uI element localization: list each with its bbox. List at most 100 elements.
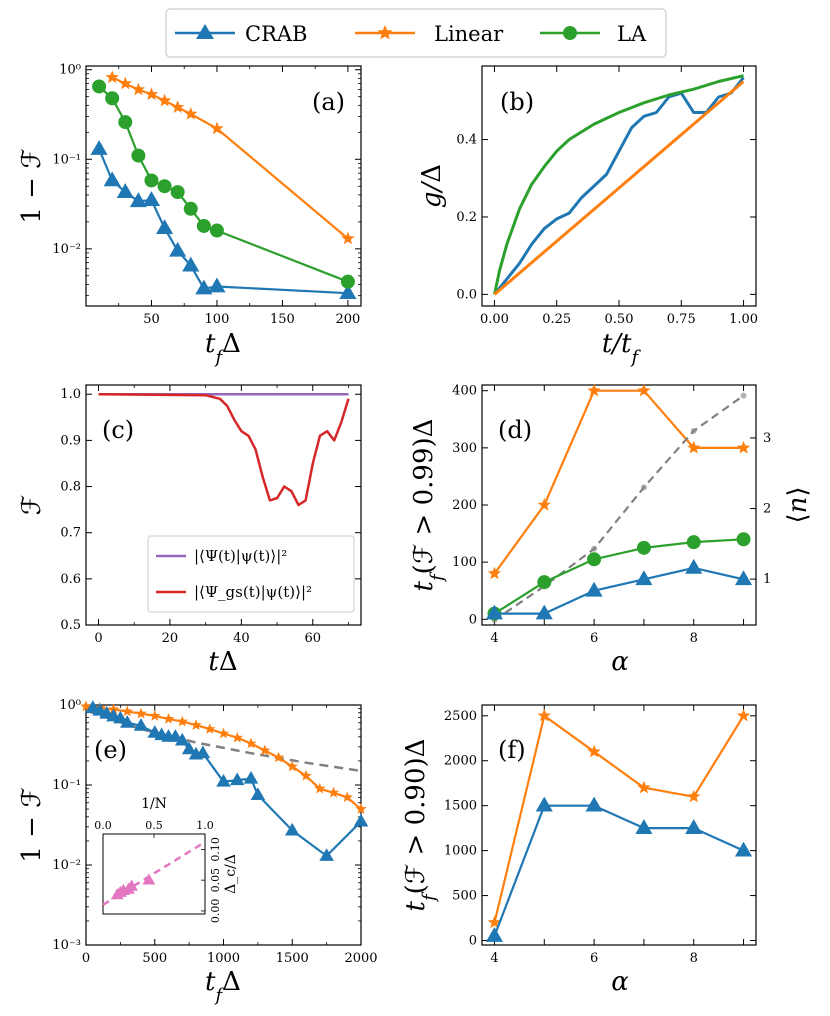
panel-f-xtick-label-4: 8 (690, 951, 698, 966)
panel-a-xtick-label-0: 50 (143, 312, 160, 327)
panel-a-linear-point-0 (105, 70, 119, 84)
panel-e-xtick-label-4: 2000 (344, 951, 377, 966)
panel-e-xtick-label-3: 1500 (276, 951, 309, 966)
panel-a-crab-line (98, 148, 348, 295)
panel-e-xlabel: tfΔ (205, 967, 241, 1006)
panel-a-xtick-label-1: 100 (205, 312, 230, 327)
panel-e-inset-frame (102, 833, 206, 915)
panel-d-occupation-point-3 (640, 484, 647, 491)
legend-linear-label: Linear (434, 22, 504, 46)
panel-a-ytick-label-2: 10⁰ (59, 63, 81, 78)
panel-e-linear-point-10 (217, 727, 230, 739)
panel-f-ytick-label-4: 2000 (444, 754, 477, 769)
legend-crab-marker (196, 24, 214, 39)
panel-a-la-line (98, 85, 349, 283)
panel-e-linear-point-20 (355, 803, 367, 814)
panel-c-groundstate-line (98, 392, 350, 507)
panel-b-linear-line (493, 80, 745, 296)
legend-frame (165, 8, 667, 58)
panel-a-label: (a) (312, 88, 345, 116)
panel-c-label: (c) (102, 416, 134, 444)
panel-e-linear-point-12 (245, 737, 257, 749)
panel-a-ylabel: 1 − ℱ (17, 148, 47, 223)
panel-c-legend: |⟨Ψ(t)|ψ(t)⟩|² |⟨Ψ_gs(t)|ψ(t)⟩|² (147, 535, 355, 613)
panel-b-xtick-label-4: 1.00 (729, 312, 758, 327)
panel-b-xtick-label-2: 0.50 (605, 312, 634, 327)
panel-d-xtick-label-0: 4 (490, 631, 498, 646)
panel-c: 0 20 40 60 0.5 0.6 0.7 0.8 0.9 1.0 (c) |⟨Ψ(t)|ψ(t)⟩… (17, 384, 362, 677)
panel-e-crab-point-20 (319, 848, 334, 861)
panel-b-label: (b) (500, 88, 534, 116)
panel-e-linear-point-5 (149, 710, 161, 721)
panel-f-ytick-label-3: 1500 (444, 799, 477, 814)
panel-b-xtick-label-1: 0.25 (542, 312, 571, 327)
panel-a-crab-point-1 (103, 171, 121, 187)
panel-a-crab-point-6 (169, 241, 187, 257)
panel-d-la-point-2 (587, 552, 602, 567)
panel-b-xtick-label-3: 0.75 (667, 312, 696, 327)
panel-e: 0 500 1000 1500 2000 10⁻³ 10⁻² 10⁻¹ 10⁰ (e) 0.0 0.5… (17, 698, 378, 1006)
panel-e-linear-point-14 (272, 751, 285, 763)
panel-f-crab-point-2 (585, 796, 603, 812)
panel-d-occupation-point-5 (740, 392, 747, 399)
panel-c-xtick-label-1: 20 (162, 631, 179, 646)
panel-d-la-point-1 (537, 575, 552, 590)
panel-a-crab-point-8 (195, 279, 213, 295)
panel-e-inset-xtick-label-1: 0.5 (145, 819, 163, 832)
panel-e-crab-point-12 (181, 741, 197, 755)
panel-a-crab-point-7 (182, 256, 200, 272)
panel-a-crab-point-0 (90, 140, 108, 155)
panel-e-crab-point-14 (195, 745, 211, 759)
panel-d-ytick-label-3: 300 (452, 441, 477, 456)
panel-a-la-point-7 (183, 201, 198, 216)
panel-f-linear-point-4 (687, 789, 701, 803)
panel-e-linear-point-7 (176, 715, 188, 727)
panel-e-ytick-label-3: 10⁰ (59, 698, 81, 713)
panel-f-linear-point-2 (587, 744, 601, 758)
panel-d-ytick2-label-0: 1 (763, 572, 771, 587)
panel-e-crab-point-21 (353, 813, 369, 827)
panel-e-linear-point-15 (286, 760, 298, 772)
panel-d-la-point-4 (686, 535, 701, 550)
panel-d-occupation-point-4 (690, 427, 697, 434)
panel-b-crab-line (493, 76, 745, 296)
panel-d-la-point-5 (736, 532, 751, 547)
panel-c-ytick-label-3: 0.8 (60, 480, 81, 495)
panel-d-label: (d) (498, 416, 532, 444)
panel-d-crab-point-2 (585, 581, 603, 597)
panel-e-crab-point-6 (133, 718, 149, 731)
panel-e-crab-point-19 (284, 822, 300, 836)
panel-e-inset-point-4 (125, 879, 138, 891)
panel-b-ytick-label-0: 0.0 (456, 287, 477, 302)
panel-e-label: (e) (94, 736, 127, 764)
panel-e-inset-ytick-label-1: 0.05 (209, 868, 222, 893)
panel-d-crab-point-5 (734, 570, 753, 586)
panel-a-linear-point-8 (341, 231, 355, 245)
panel-e-crab-point-5 (119, 715, 135, 728)
panel-f-crab-line (493, 804, 744, 937)
panel-d-la-line (493, 538, 744, 615)
panel-f-xlabel: α (611, 967, 629, 997)
panel-d-ytick-label-0: 0 (469, 612, 477, 627)
panel-f-crab-point-1 (535, 796, 553, 812)
panel-f-frame (481, 704, 757, 946)
panel-e-ytick-label-0: 10⁻³ (52, 938, 81, 953)
panel-a-crab-point-5 (156, 219, 174, 235)
panel-f-ytick-label-1: 500 (452, 889, 477, 904)
panel-a-linear-point-7 (210, 121, 224, 135)
panel-d-ytick2-label-2: 3 (763, 431, 771, 446)
panel-d-linear-line (493, 389, 744, 575)
panel-d-linear-point-0 (487, 566, 502, 580)
panel-d-ylabel-right: ⟨n⟩ (783, 486, 813, 523)
panel-e-inset-fit-line (102, 840, 206, 906)
panel-e-linear-point-0 (80, 700, 92, 712)
panel-d: 4 6 8 0 100 200 300 400 1 2 3 (d) α tf(ℱ > 0.99)Δ ⟨n⟩ (409, 383, 813, 677)
panel-a-la-point-2 (118, 115, 133, 130)
panel-e-xtick-label-2: 1000 (207, 951, 240, 966)
panel-d-crab-point-4 (685, 558, 703, 574)
panel-d-crab-point-1 (535, 604, 553, 620)
panel-d-xtick-label-2: 6 (590, 631, 598, 646)
legend-la-label: LA (617, 22, 647, 46)
panel-a-xtick-label-2: 150 (270, 312, 295, 327)
